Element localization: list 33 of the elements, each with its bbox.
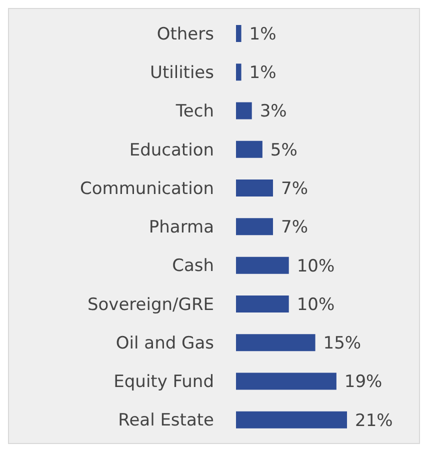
y-tick-label: Equity Fund: [114, 372, 214, 392]
data-label: 21%: [355, 410, 393, 431]
data-label: 7%: [281, 218, 308, 238]
y-tick-label: Pharma: [148, 218, 214, 238]
data-label: 5%: [270, 140, 298, 160]
bar: [236, 140, 262, 158]
data-label: 1%: [249, 24, 276, 44]
bar: [236, 256, 289, 274]
y-tick-label: Real Estate: [118, 410, 214, 431]
y-tick-label: Oil and Gas: [116, 333, 214, 354]
data-label: 1%: [249, 63, 276, 84]
data-label: 10%: [296, 256, 335, 276]
bar: [236, 218, 273, 236]
bar: [236, 295, 289, 312]
y-tick-label: Cash: [172, 256, 214, 276]
y-tick-label: Education: [129, 140, 214, 160]
data-label: 19%: [344, 372, 382, 392]
bar: [236, 180, 273, 197]
bar: [236, 25, 242, 42]
y-tick-label: Communication: [80, 178, 214, 199]
bar: [236, 411, 347, 428]
bar: [236, 64, 242, 81]
data-label: 7%: [281, 178, 308, 199]
y-tick-label: Utilities: [150, 62, 214, 83]
bar: [236, 102, 252, 120]
y-tick-label: Others: [156, 24, 214, 44]
data-label: 10%: [296, 294, 335, 315]
data-label: 3%: [260, 102, 287, 122]
bar: [236, 334, 316, 352]
bar: [236, 372, 336, 390]
y-tick-label: Tech: [174, 102, 214, 122]
data-label: 15%: [323, 334, 362, 354]
y-tick-label: Sovereign/GRE: [87, 294, 214, 315]
